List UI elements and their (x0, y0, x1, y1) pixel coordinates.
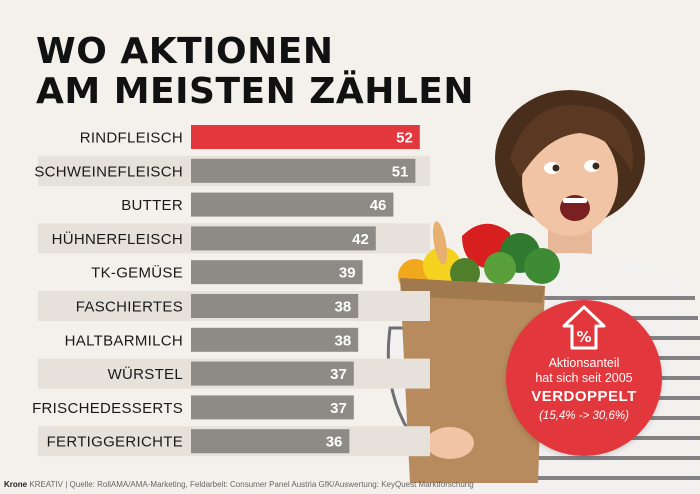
category-label-6: HALTBARMILCH (65, 332, 183, 349)
source-footer: Krone KREATIV | Quelle: RollAMA/AMA-Mark… (4, 480, 474, 489)
value-label-8: 37 (330, 400, 347, 417)
badge-line-4: (15,4% -> 30,6%) (539, 410, 629, 422)
value-label-2: 46 (370, 197, 387, 214)
svg-text:%: % (576, 328, 591, 346)
bar-9 (191, 429, 350, 454)
category-label-0: RINDFLEISCH (80, 130, 183, 147)
bar-0 (191, 125, 420, 149)
bar-6 (191, 327, 359, 352)
bar-4 (191, 260, 363, 285)
value-label-0: 52 (396, 130, 413, 147)
badge-line-3: VERDOPPELT (531, 388, 637, 405)
value-label-4: 39 (339, 265, 356, 282)
badge-circle: % Aktionsanteil hat sich seit 2005 VERDO… (506, 300, 662, 456)
category-label-2: BUTTER (121, 197, 183, 214)
bar-1 (191, 158, 416, 183)
category-label-1: SCHWEINEFLEISCH (34, 163, 183, 180)
title-line-2: AM MEISTEN ZÄHLEN (36, 71, 475, 112)
footer-source: KREATIV | Quelle: RollAMA/AMA-Marketing,… (29, 480, 474, 489)
value-label-3: 42 (352, 231, 369, 248)
value-label-5: 38 (335, 299, 352, 316)
bar-7 (191, 361, 354, 386)
category-label-3: HÜHNERFLEISCH (52, 230, 183, 248)
bar-3 (191, 226, 376, 251)
badge-line-2: hat sich seit 2005 (535, 371, 633, 385)
category-label-5: FASCHIERTES (76, 299, 183, 316)
footer-brand: Krone (4, 480, 28, 489)
bar-8 (191, 395, 354, 420)
category-label-4: TK-GEMÜSE (91, 264, 183, 282)
value-label-9: 36 (326, 434, 343, 451)
value-label-7: 37 (330, 366, 347, 383)
bar-5 (191, 294, 359, 318)
value-label-1: 51 (392, 163, 409, 180)
bar-2 (191, 192, 394, 217)
category-label-8: FRISCHEDESSERTS (32, 400, 183, 417)
title-line-1: WO AKTIONEN (36, 31, 334, 72)
badge-line-1: Aktionsanteil (548, 356, 620, 370)
chart-title: WO AKTIONEN AM MEISTEN ZÄHLEN (36, 32, 496, 112)
category-label-9: FERTIGGERICHTE (47, 434, 183, 451)
category-label-7: WÜRSTEL (108, 365, 183, 383)
value-label-6: 38 (335, 332, 352, 349)
house-percent-icon: % (562, 305, 606, 350)
